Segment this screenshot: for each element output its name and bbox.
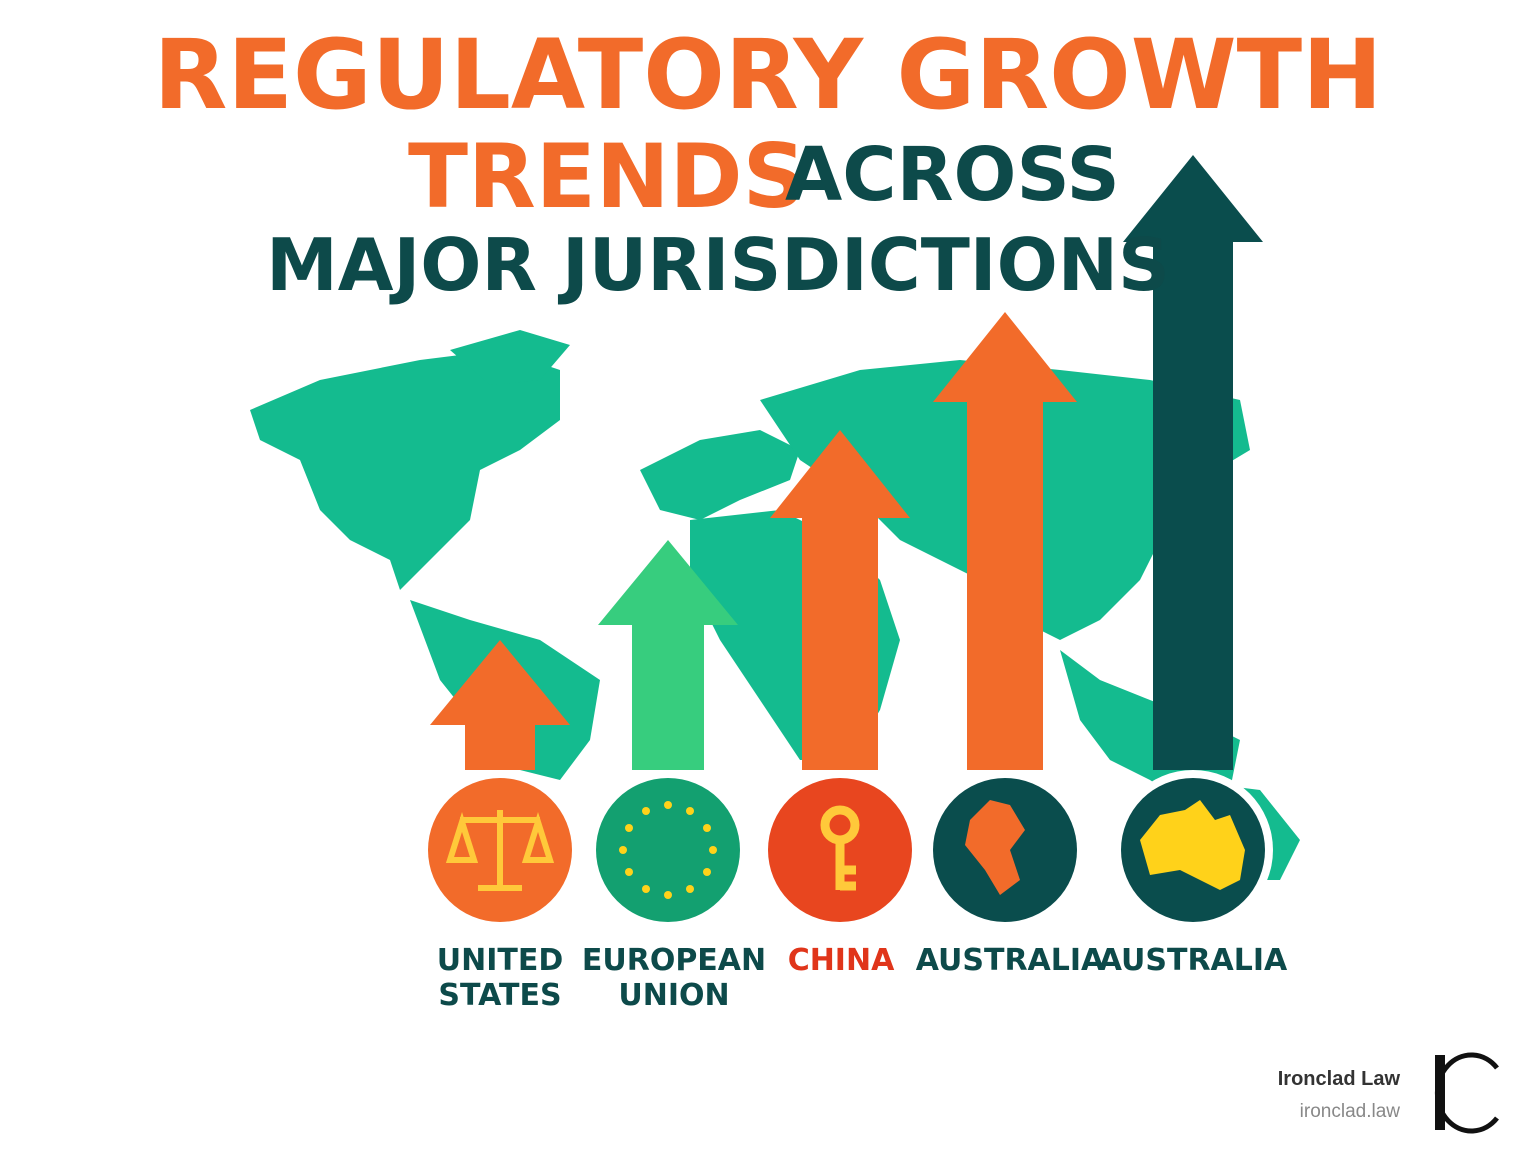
title-line: MAJOR JURISDICTIONS (266, 223, 1170, 307)
jurisdiction-label: STATES (438, 978, 561, 1013)
jurisdiction-label: AUSTRALIA (916, 943, 1105, 978)
title-line: ACROSS (785, 132, 1120, 218)
title-highlight: TRENDS (408, 125, 806, 228)
arrow (933, 312, 1077, 770)
jurisdiction-label: CHINA (788, 943, 895, 978)
badges (420, 770, 1273, 930)
arrow (770, 430, 910, 770)
jurisdiction-label: UNITED (437, 943, 564, 978)
brand-name: Ironclad Law (1278, 1068, 1401, 1090)
jurisdiction-label: EUROPEAN (582, 943, 766, 978)
title-line: REGULATORY GROWTH (153, 19, 1382, 131)
arrow (598, 540, 738, 770)
jurisdiction-label: AUSTRALIA (1099, 943, 1288, 978)
jurisdiction-label: UNION (618, 978, 729, 1013)
arrow (1123, 155, 1263, 770)
arrow (430, 640, 570, 770)
brand-logo (1434, 1052, 1499, 1134)
brand-url: ironclad.law (1300, 1101, 1401, 1122)
